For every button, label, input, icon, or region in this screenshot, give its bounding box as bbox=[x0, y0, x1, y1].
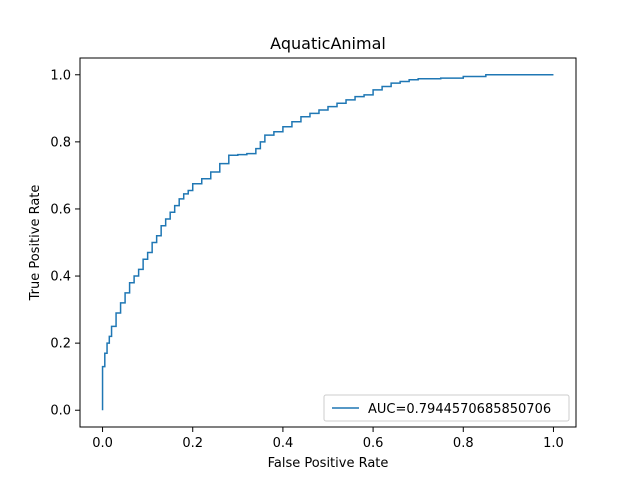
x-tick-label: 0.0 bbox=[92, 436, 113, 451]
x-tick-label: 0.4 bbox=[273, 436, 294, 451]
y-tick-label: 0.8 bbox=[50, 135, 71, 150]
y-axis-label: True Positive Rate bbox=[28, 185, 43, 302]
chart-title: AquaticAnimal bbox=[270, 34, 386, 53]
legend: AUC=0.7944570685850706 bbox=[323, 394, 570, 422]
x-tick-label: 0.2 bbox=[182, 436, 203, 451]
legend-box bbox=[323, 394, 570, 422]
y-tick-label: 0.4 bbox=[50, 270, 71, 285]
legend-label: AUC=0.7944570685850706 bbox=[368, 402, 551, 417]
plot-frame bbox=[79, 57, 577, 428]
y-tick-label: 0.6 bbox=[50, 202, 71, 217]
roc-curve-line bbox=[101, 74, 554, 411]
x-tick-label: 0.6 bbox=[363, 436, 384, 451]
y-tick-label: 1.0 bbox=[50, 68, 71, 83]
x-tick-label: 1.0 bbox=[543, 436, 564, 451]
y-tick-label: 0.2 bbox=[50, 337, 71, 352]
x-tick-label: 0.8 bbox=[453, 436, 474, 451]
x-axis-label: False Positive Rate bbox=[268, 456, 389, 471]
y-tick-label: 0.0 bbox=[50, 404, 71, 419]
axis-ticks: 0.0 0.2 0.4 0.6 0.8 1.0 0.0 0.2 0.4 0.6 0.8 1.0 bbox=[50, 68, 563, 451]
plot-area bbox=[101, 74, 554, 411]
